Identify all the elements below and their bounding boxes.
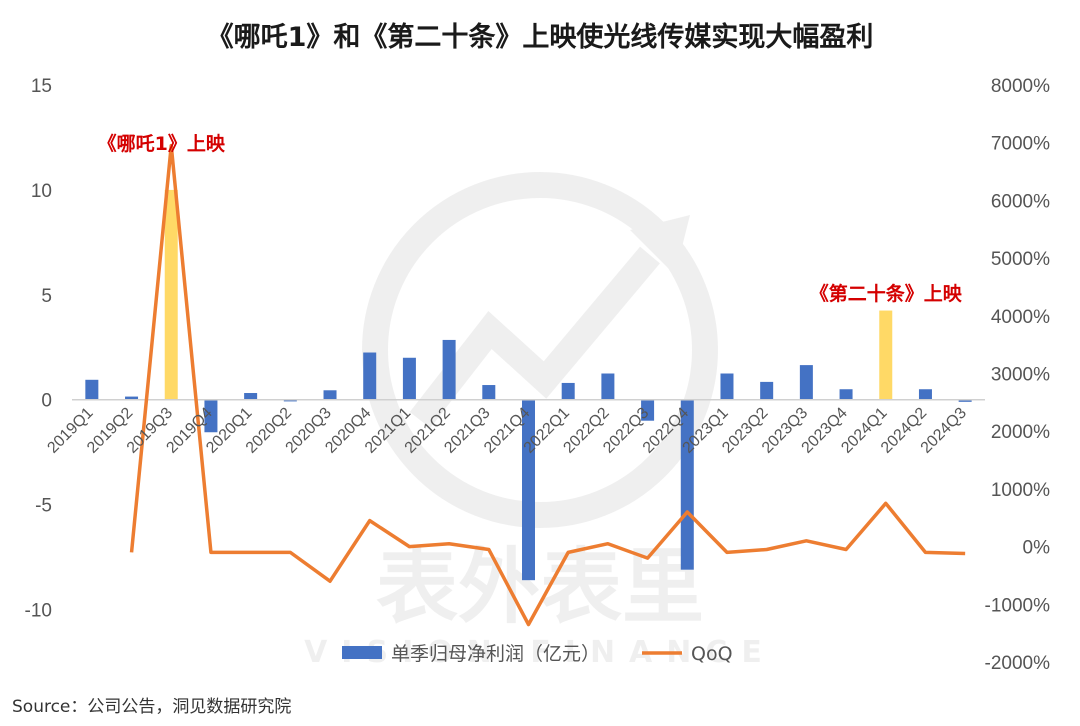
bar-2019Q3 — [164, 189, 178, 400]
bar-2019Q1 — [85, 379, 99, 400]
qoq-line — [129, 143, 966, 627]
bar-2022Q1 — [561, 382, 575, 400]
right-tick-label: 8000% — [991, 76, 1050, 97]
bar-2019Q2 — [125, 396, 139, 400]
bar-2021Q3 — [482, 385, 496, 400]
right-tick-label: 0% — [1023, 538, 1051, 559]
legend-swatch-profit — [342, 646, 382, 659]
source-note: Source：公司公告，洞见数据研究院 — [12, 697, 291, 717]
annotation-2024Q1: 《第二十条》上映 — [810, 282, 963, 305]
bar-2023Q3 — [799, 365, 813, 400]
right-tick-label: 1000% — [991, 480, 1050, 501]
bar-2021Q4 — [522, 399, 535, 581]
bar-2022Q3 — [641, 399, 655, 421]
x-axis-labels: 2019Q12019Q22019Q32019Q42020Q12020Q22020… — [44, 404, 970, 456]
bar-2024Q1 — [879, 310, 893, 400]
bar-2022Q2 — [601, 373, 615, 400]
right-tick-label: 2000% — [991, 422, 1050, 443]
legend-label-qoq: QoQ — [691, 643, 733, 665]
bar-2021Q1 — [402, 357, 416, 400]
right-tick-label: 7000% — [991, 134, 1050, 155]
bar-2020Q4 — [363, 352, 377, 400]
right-tick-label: 5000% — [991, 249, 1050, 270]
right-axis: -2000% -1000% 0% 1000% 2000% 3000% 4000% 5000% 6… — [985, 76, 1051, 674]
bar-2022Q4 — [680, 399, 694, 570]
bar-2024Q3 — [958, 399, 972, 402]
left-tick-label: 0 — [41, 391, 52, 412]
bar-series — [85, 189, 972, 581]
bar-2020Q2 — [283, 399, 297, 402]
legend: 单季归母净利润（亿元） QoQ — [342, 643, 733, 665]
bar-2023Q4 — [839, 389, 853, 400]
left-tick-label: 5 — [41, 286, 52, 307]
chart-title: 《哪吒1》和《第二十条》上映使光线传媒实现大幅盈利 — [207, 21, 874, 53]
bar-2023Q1 — [720, 373, 734, 400]
watermark-ring — [362, 172, 718, 528]
bar-2020Q3 — [323, 390, 337, 400]
right-tick-label: 3000% — [991, 365, 1050, 386]
legend-label-profit: 单季归母净利润（亿元） — [391, 643, 600, 665]
left-tick-label: -10 — [25, 601, 52, 622]
bar-2023Q2 — [760, 381, 774, 400]
bar-2020Q1 — [244, 393, 258, 400]
bar-2021Q2 — [442, 339, 456, 400]
left-tick-label: 15 — [31, 76, 52, 97]
right-tick-label: -2000% — [985, 653, 1051, 674]
left-axis: -10 -5 0 5 10 15 — [25, 76, 52, 622]
watermark-arrow-head — [630, 215, 690, 275]
bar-2024Q2 — [918, 389, 932, 400]
bar-2019Q4 — [204, 399, 218, 433]
qoq-line-series — [129, 143, 966, 627]
watermark-text-cn: 表外表里 — [376, 540, 704, 635]
watermark: 表外表里 VISION FINANCE — [304, 172, 762, 670]
right-tick-label: -1000% — [985, 595, 1051, 616]
right-tick-label: 6000% — [991, 191, 1050, 212]
right-tick-label: 4000% — [991, 307, 1050, 328]
annotations: 《哪吒1》上映《第二十条》上映 — [98, 132, 963, 305]
left-tick-label: 10 — [31, 181, 52, 202]
annotation-2019Q3: 《哪吒1》上映 — [98, 132, 226, 155]
left-tick-label: -5 — [35, 496, 52, 517]
